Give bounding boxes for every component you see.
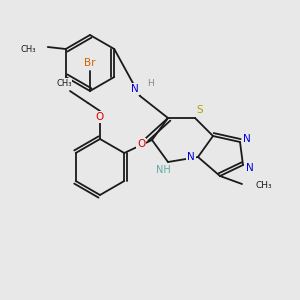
Text: N: N [243, 134, 251, 144]
Text: N: N [187, 152, 195, 162]
Text: NH: NH [156, 165, 170, 175]
Text: Br: Br [84, 58, 96, 68]
Text: N: N [131, 84, 139, 94]
Text: CH₃: CH₃ [56, 79, 72, 88]
Text: CH₃: CH₃ [20, 44, 36, 53]
Text: O: O [96, 112, 104, 122]
Text: CH₃: CH₃ [256, 182, 273, 190]
Text: N: N [246, 163, 254, 173]
Text: S: S [197, 105, 203, 115]
Text: O: O [137, 139, 145, 149]
Text: H: H [147, 80, 153, 88]
